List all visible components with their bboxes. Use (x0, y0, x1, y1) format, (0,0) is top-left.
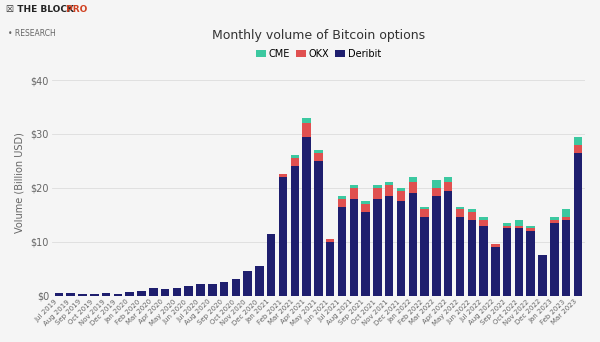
Bar (90, 293, 98, 296)
Bar (113, 293, 122, 296)
Bar (385, 182, 394, 185)
Bar (173, 288, 181, 296)
Bar (255, 266, 263, 296)
Bar (456, 209, 464, 218)
Bar (409, 177, 417, 182)
Bar (526, 231, 535, 296)
Bar (338, 196, 346, 199)
Bar (491, 245, 500, 247)
Title: Monthly volume of Bitcoin options: Monthly volume of Bitcoin options (212, 29, 425, 42)
Bar (444, 190, 452, 296)
Bar (338, 199, 346, 207)
Bar (302, 118, 311, 123)
Bar (479, 220, 488, 226)
Bar (149, 288, 158, 296)
Legend: CME, OKX, Deribit: CME, OKX, Deribit (252, 45, 385, 63)
Text: ☒ THE BLOCK: ☒ THE BLOCK (6, 5, 74, 14)
Bar (385, 185, 394, 196)
Bar (302, 123, 311, 136)
Bar (574, 145, 582, 153)
Bar (350, 199, 358, 296)
Bar (196, 284, 205, 296)
Bar (184, 286, 193, 296)
Bar (479, 226, 488, 296)
Bar (137, 291, 146, 296)
Bar (161, 289, 169, 296)
Bar (421, 207, 429, 209)
Bar (526, 226, 535, 228)
Bar (208, 284, 217, 296)
Bar (574, 136, 582, 145)
Bar (503, 226, 511, 228)
Bar (432, 188, 440, 196)
Bar (550, 218, 559, 220)
Bar (538, 255, 547, 296)
Bar (279, 174, 287, 177)
Bar (515, 220, 523, 226)
Bar (503, 223, 511, 226)
Bar (562, 218, 571, 220)
Bar (67, 293, 75, 296)
Bar (467, 212, 476, 220)
Text: PRO: PRO (63, 5, 88, 14)
Bar (432, 180, 440, 188)
Bar (397, 188, 405, 190)
Bar (503, 228, 511, 296)
Bar (515, 226, 523, 228)
Bar (220, 282, 228, 296)
Bar (385, 196, 394, 296)
Bar (550, 220, 559, 223)
Bar (350, 188, 358, 199)
Bar (338, 207, 346, 296)
Bar (397, 201, 405, 296)
Bar (361, 201, 370, 204)
Bar (290, 166, 299, 296)
Bar (409, 182, 417, 193)
Bar (267, 234, 275, 296)
Bar (326, 242, 334, 296)
Bar (444, 177, 452, 182)
Bar (432, 196, 440, 296)
Bar (290, 158, 299, 166)
Bar (314, 153, 323, 161)
Bar (290, 156, 299, 158)
Bar (314, 161, 323, 296)
Bar (456, 218, 464, 296)
Bar (373, 185, 382, 188)
Bar (78, 293, 87, 296)
Bar (526, 228, 535, 231)
Bar (491, 247, 500, 296)
Bar (550, 223, 559, 296)
Bar (279, 177, 287, 296)
Bar (361, 212, 370, 296)
Text: • RESEARCH: • RESEARCH (8, 29, 56, 38)
Bar (467, 220, 476, 296)
Bar (562, 209, 571, 218)
Bar (244, 272, 252, 296)
Bar (326, 239, 334, 242)
Bar (397, 190, 405, 201)
Bar (467, 209, 476, 212)
Bar (562, 220, 571, 296)
Bar (373, 199, 382, 296)
Bar (373, 188, 382, 199)
Bar (421, 209, 429, 218)
Bar (314, 150, 323, 153)
Y-axis label: Volume (Billion USD): Volume (Billion USD) (15, 132, 25, 233)
Bar (125, 292, 134, 296)
Bar (232, 279, 240, 296)
Bar (102, 293, 110, 296)
Bar (574, 153, 582, 296)
Bar (515, 228, 523, 296)
Bar (479, 218, 488, 220)
Bar (350, 185, 358, 188)
Bar (444, 182, 452, 190)
Bar (55, 293, 63, 296)
Bar (421, 218, 429, 296)
Bar (302, 136, 311, 296)
Bar (409, 193, 417, 296)
Bar (361, 204, 370, 212)
Bar (456, 207, 464, 209)
